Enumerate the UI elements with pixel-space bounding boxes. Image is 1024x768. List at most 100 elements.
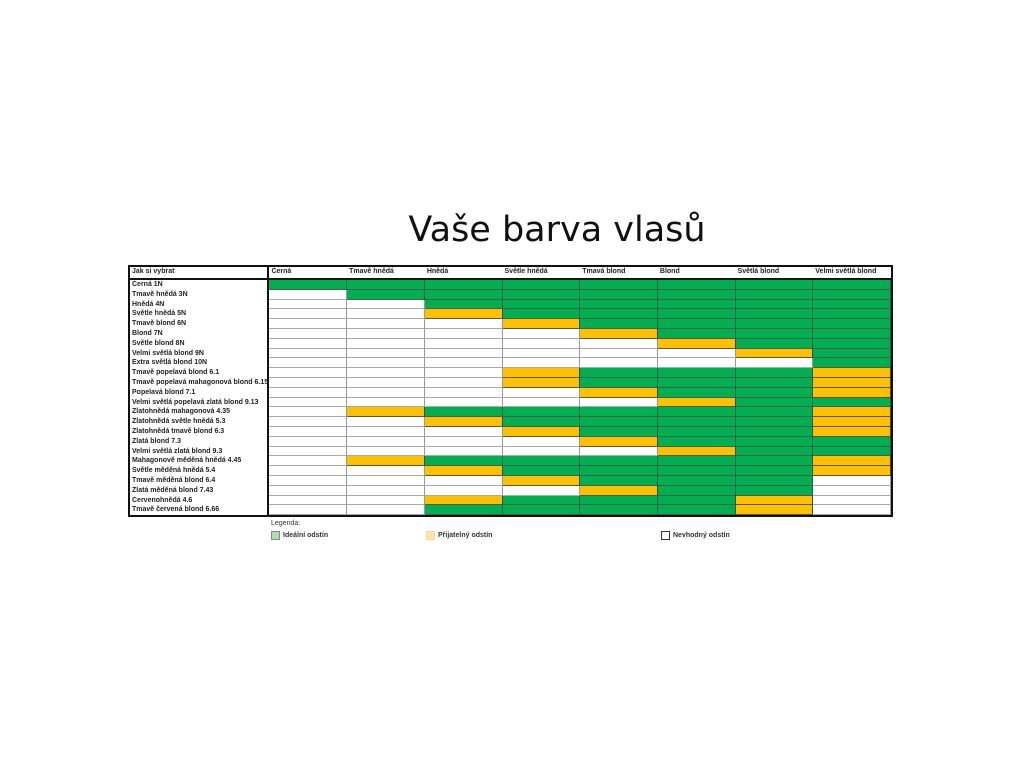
- ideal-cell: [657, 426, 736, 437]
- table-row: Tmavě blond 6N: [130, 319, 891, 329]
- acceptable-cell: [580, 436, 658, 447]
- row-label: Mahagonově měděná hnědá 4.45: [130, 456, 270, 467]
- white-swatch-icon: [661, 531, 670, 540]
- unsuitable-cell: [813, 485, 891, 496]
- unsuitable-cell: [580, 348, 658, 359]
- ideal-cell: [502, 280, 581, 290]
- table-row: Velmi světlá blond 9N: [130, 348, 891, 359]
- legend-label: Ideální odstín: [283, 532, 329, 539]
- unsuitable-cell: [502, 485, 581, 496]
- unsuitable-cell: [269, 407, 348, 418]
- unsuitable-cell: [502, 338, 581, 349]
- table-row: Velmi světlá zlatá blond 9.3: [130, 446, 891, 457]
- unsuitable-cell: [269, 466, 348, 476]
- acceptable-cell: [502, 368, 581, 378]
- legend-item-unsuitable: Nevhodný odstín: [661, 531, 730, 540]
- unsuitable-cell: [347, 495, 425, 506]
- unsuitable-cell: [424, 368, 503, 378]
- unsuitable-cell: [580, 397, 658, 408]
- unsuitable-cell: [347, 466, 425, 476]
- row-label: Tmavě hnědá 3N: [130, 289, 270, 300]
- legend-item-acceptable: Přijatelný odstín: [426, 531, 492, 540]
- acceptable-cell: [813, 407, 891, 418]
- acceptable-cell: [735, 495, 814, 506]
- ideal-cell: [580, 309, 658, 320]
- column-header: Černá: [271, 268, 292, 275]
- row-label: Zlatohnědá světle hnědá 5.3: [130, 417, 270, 427]
- unsuitable-cell: [269, 485, 348, 496]
- unsuitable-cell: [424, 387, 503, 398]
- ideal-cell: [657, 475, 736, 486]
- unsuitable-cell: [657, 348, 736, 359]
- table-row: Tmavě červená blond 6.66: [130, 505, 891, 516]
- ideal-cell: [580, 368, 658, 378]
- acceptable-cell: [735, 505, 814, 516]
- ideal-cell: [735, 289, 814, 300]
- table-row: Extra světlá blond 10N: [130, 358, 891, 369]
- ideal-cell: [347, 289, 425, 300]
- table-row: Popelavá blond 7.1: [130, 387, 891, 398]
- unsuitable-cell: [580, 338, 658, 349]
- unsuitable-cell: [502, 387, 581, 398]
- ideal-cell: [502, 289, 581, 300]
- unsuitable-cell: [269, 436, 348, 447]
- unsuitable-cell: [269, 426, 348, 437]
- unsuitable-cell: [813, 475, 891, 486]
- column-header: Světlá blond: [737, 268, 780, 275]
- acceptable-cell: [502, 475, 581, 486]
- unsuitable-cell: [269, 456, 348, 467]
- unsuitable-cell: [269, 368, 348, 378]
- ideal-cell: [735, 407, 814, 418]
- ideal-cell: [735, 436, 814, 447]
- ideal-cell: [657, 466, 736, 476]
- acceptable-cell: [347, 456, 425, 467]
- table-row: Mahagonově měděná hnědá 4.45: [130, 456, 891, 467]
- unsuitable-cell: [424, 319, 503, 329]
- unsuitable-cell: [813, 495, 891, 506]
- ideal-cell: [580, 299, 658, 310]
- unsuitable-cell: [347, 436, 425, 447]
- unsuitable-cell: [269, 495, 348, 506]
- ideal-cell: [424, 505, 503, 516]
- acceptable-cell: [657, 397, 736, 408]
- unsuitable-cell: [269, 338, 348, 349]
- unsuitable-cell: [269, 475, 348, 486]
- ideal-cell: [735, 446, 814, 457]
- ideal-cell: [502, 299, 581, 310]
- ideal-cell: [502, 505, 581, 516]
- unsuitable-cell: [424, 475, 503, 486]
- page-title: Vaše barva vlasů: [408, 210, 706, 250]
- ideal-cell: [657, 280, 736, 290]
- acceptable-cell: [735, 348, 814, 359]
- legend-label: Přijatelný odstín: [438, 532, 493, 539]
- unsuitable-cell: [424, 348, 503, 359]
- unsuitable-cell: [424, 446, 503, 457]
- acceptable-cell: [502, 377, 581, 388]
- unsuitable-cell: [269, 377, 348, 388]
- unsuitable-cell: [424, 426, 503, 437]
- unsuitable-cell: [424, 397, 503, 408]
- ideal-cell: [735, 319, 814, 329]
- ideal-cell: [813, 338, 891, 349]
- ideal-cell: [735, 387, 814, 398]
- unsuitable-cell: [580, 446, 658, 457]
- ideal-cell: [580, 505, 658, 516]
- column-header: Tmavá blond: [582, 268, 626, 275]
- unsuitable-cell: [347, 368, 425, 378]
- ideal-cell: [813, 328, 891, 339]
- unsuitable-cell: [347, 475, 425, 486]
- ideal-cell: [424, 407, 503, 418]
- legend-label: Nevhodný odstín: [673, 532, 730, 539]
- ideal-cell: [502, 456, 581, 467]
- ideal-cell: [657, 328, 736, 339]
- acceptable-cell: [813, 426, 891, 437]
- ideal-cell: [813, 319, 891, 329]
- unsuitable-cell: [813, 505, 891, 516]
- unsuitable-cell: [502, 348, 581, 359]
- table-row: Tmavě popelavá mahagonová blond 6.15: [130, 377, 891, 388]
- ideal-cell: [580, 456, 658, 467]
- ideal-cell: [657, 377, 736, 388]
- ideal-cell: [657, 495, 736, 506]
- unsuitable-cell: [502, 397, 581, 408]
- unsuitable-cell: [269, 387, 348, 398]
